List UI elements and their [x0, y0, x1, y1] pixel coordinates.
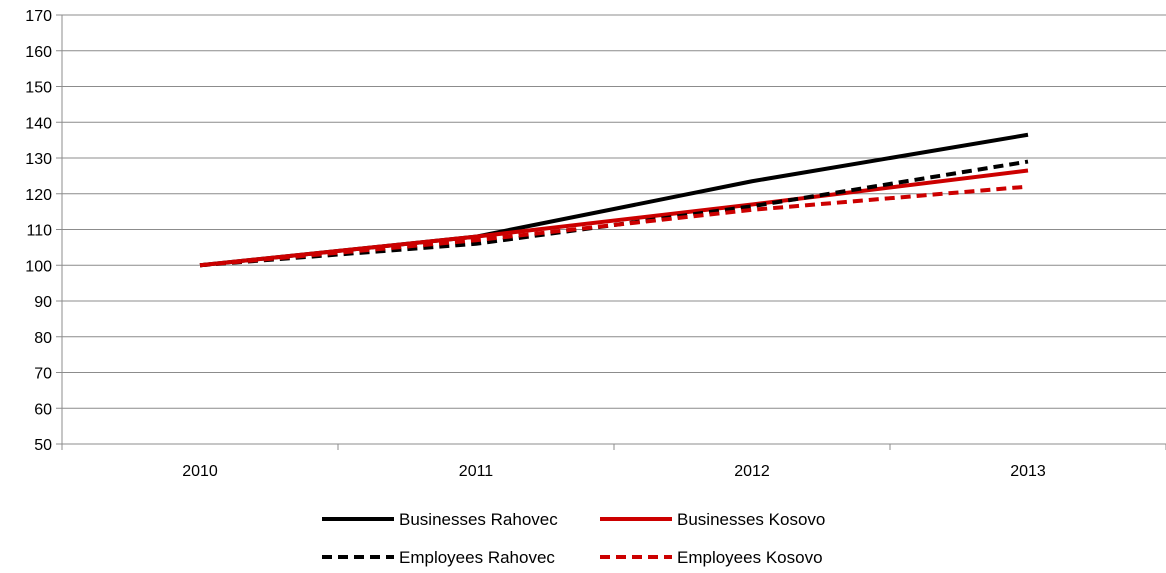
y-tick-label: 110: [26, 223, 52, 240]
y-axis-tick-labels: 50 60 70 80 90 100 110 120 130 140 150 160 170: [25, 8, 52, 454]
legend-label: Businesses Kosovo: [677, 510, 825, 529]
legend-item-businesses-kosovo: Businesses Kosovo: [600, 510, 825, 529]
y-tick-label: 140: [25, 115, 52, 132]
series-lines: [199, 132, 1029, 268]
y-tick-label: 100: [25, 258, 52, 275]
x-tick-label-2012: 2012: [734, 463, 770, 480]
y-tick-label: 50: [34, 437, 52, 454]
y-tick-label: 170: [25, 8, 52, 25]
legend-item-businesses-rahovec: Businesses Rahovec: [322, 510, 558, 529]
y-tick-label: 120: [25, 187, 52, 204]
x-tick-label-2010: 2010: [182, 463, 218, 480]
gridlines: [62, 14, 1166, 445]
axes: [56, 14, 1166, 450]
y-tick-label: 70: [34, 366, 52, 383]
legend-label: Employees Rahovec: [399, 548, 555, 567]
y-tick-label: 130: [25, 151, 52, 168]
y-tick-label: 160: [25, 44, 52, 61]
legend-item-employees-rahovec: Employees Rahovec: [322, 548, 555, 567]
legend-item-employees-kosovo: Employees Kosovo: [600, 548, 823, 567]
x-axis-tick-labels: 2010 2011 2012 2013: [182, 463, 1046, 480]
legend-label: Businesses Rahovec: [399, 510, 558, 529]
series-line-employees-kosovo: [199, 184, 1029, 268]
legend: Businesses Rahovec Businesses Kosovo Emplo…: [322, 510, 825, 567]
series-line-businesses-kosovo: [199, 168, 1029, 268]
series-line-businesses-rahovec: [199, 132, 1029, 268]
legend-label: Employees Kosovo: [677, 548, 823, 567]
x-tick-label-2013: 2013: [1010, 463, 1046, 480]
y-tick-label: 60: [34, 401, 52, 418]
y-tick-label: 90: [34, 294, 52, 311]
y-tick-label: 80: [34, 330, 52, 347]
y-tick-label: 150: [25, 80, 52, 97]
x-tick-label-2011: 2011: [459, 463, 494, 480]
series-line-employees-rahovec: [199, 159, 1029, 268]
